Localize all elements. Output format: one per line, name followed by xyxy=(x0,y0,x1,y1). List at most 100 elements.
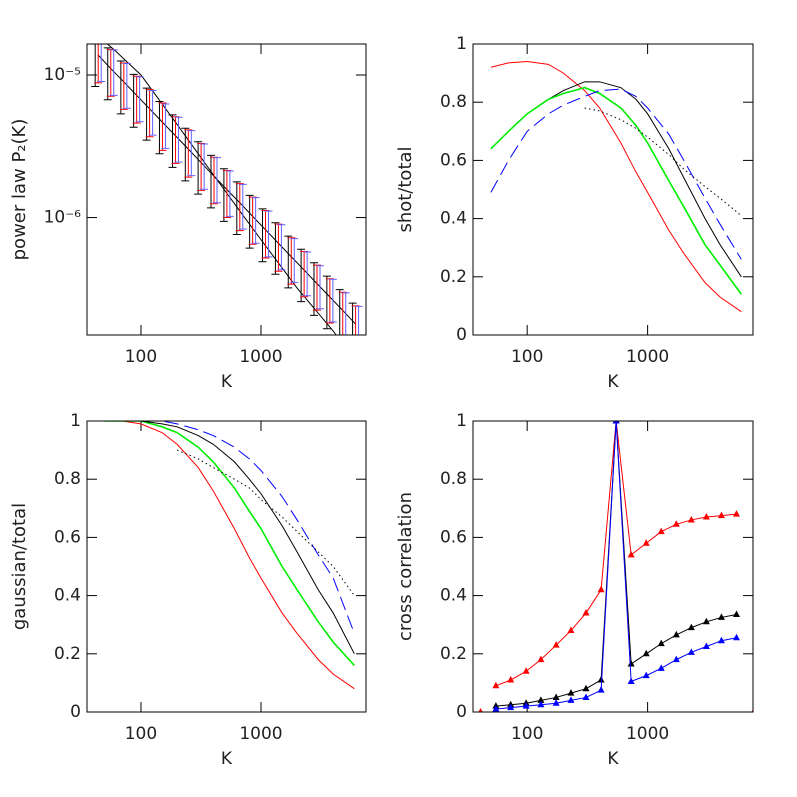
marker xyxy=(478,708,483,712)
marker xyxy=(642,671,650,679)
error-bar xyxy=(277,224,286,271)
data-line xyxy=(490,86,742,295)
marker xyxy=(567,626,575,634)
error-bar xyxy=(116,60,125,115)
error-bar xyxy=(142,87,151,141)
error-bar xyxy=(341,292,350,335)
error-bar xyxy=(290,238,299,283)
error-bar xyxy=(168,114,177,168)
y-tick-label: 1 xyxy=(70,411,81,431)
error-bar xyxy=(187,130,196,177)
marker xyxy=(552,693,560,700)
y-tick-label: 0.6 xyxy=(440,527,467,547)
data-line xyxy=(495,421,737,710)
marker xyxy=(702,642,710,650)
error-bar xyxy=(171,116,180,164)
marker xyxy=(507,675,515,683)
marker xyxy=(642,539,650,546)
error-bar xyxy=(194,141,203,195)
x-tick-label: 100 xyxy=(511,347,543,367)
data-line xyxy=(176,449,355,596)
error-bar xyxy=(271,222,280,275)
marker xyxy=(751,709,753,712)
error-bar xyxy=(264,210,273,258)
marker xyxy=(657,664,665,671)
error-bar xyxy=(109,49,118,96)
marker xyxy=(732,610,740,618)
y-tick-label: 0.2 xyxy=(440,644,467,664)
data-line xyxy=(490,88,742,260)
x-tick-label: 1000 xyxy=(626,724,669,744)
x-tick-label: 1000 xyxy=(626,347,669,367)
error-bar xyxy=(91,44,100,88)
error-bar xyxy=(335,289,344,335)
error-bar xyxy=(303,251,312,297)
error-bar xyxy=(261,210,270,259)
marker xyxy=(597,686,605,693)
y-axis-label: gaussian/total xyxy=(9,503,30,630)
error-bar xyxy=(161,103,170,149)
y-axis-label: shot/total xyxy=(395,146,416,232)
error-bar xyxy=(232,181,241,236)
x-tick-label: 1000 xyxy=(239,724,282,744)
marker xyxy=(537,700,545,708)
marker xyxy=(717,613,725,620)
marker xyxy=(552,699,560,706)
y-tick-label: 0.4 xyxy=(54,586,81,606)
x-tick-label: 100 xyxy=(511,724,543,744)
error-bar xyxy=(181,127,190,182)
error-bar xyxy=(300,250,309,298)
marker xyxy=(687,623,695,631)
marker xyxy=(597,675,605,683)
marker xyxy=(627,659,635,667)
marker xyxy=(702,617,710,625)
marker xyxy=(507,703,515,711)
y-tick-label: 0 xyxy=(456,702,467,722)
marker xyxy=(657,639,665,647)
marker xyxy=(552,641,560,648)
data-line xyxy=(495,421,737,687)
error-bar xyxy=(155,100,164,155)
error-bar xyxy=(297,248,306,303)
error-bar xyxy=(235,183,244,232)
error-bar xyxy=(322,275,331,330)
error-bar xyxy=(225,170,234,217)
x-tick-label: 100 xyxy=(125,347,157,367)
error-bar xyxy=(348,302,357,335)
marker xyxy=(702,513,710,520)
error-bar xyxy=(145,89,154,138)
error-bar xyxy=(328,278,337,323)
error-bar xyxy=(132,75,141,124)
y-tick-label: 0.8 xyxy=(440,469,467,489)
x-tick-label: 100 xyxy=(125,724,157,744)
y-tick-label: 10⁻⁶ xyxy=(44,208,82,228)
error-bar xyxy=(129,73,138,128)
marker xyxy=(537,655,545,663)
y-tick-label: 0 xyxy=(70,702,81,722)
marker xyxy=(582,693,590,700)
marker xyxy=(732,633,740,641)
error-bar xyxy=(222,169,231,219)
error-bar xyxy=(207,154,216,209)
data-line xyxy=(106,44,337,335)
marker xyxy=(687,648,695,655)
marker xyxy=(582,684,590,692)
error-bar xyxy=(135,76,144,123)
y-tick-label: 1 xyxy=(456,34,467,54)
error-bar xyxy=(258,208,267,263)
data-line xyxy=(490,81,742,278)
x-axis-label: K xyxy=(221,749,233,769)
y-tick-label: 1 xyxy=(456,411,467,431)
plot-area xyxy=(91,44,363,335)
x-axis-label: K xyxy=(221,372,233,392)
marker xyxy=(567,696,575,703)
marker xyxy=(612,421,620,424)
data-line xyxy=(490,60,742,313)
y-tick-label: 0 xyxy=(456,325,467,345)
y-tick-label: 0.8 xyxy=(440,92,467,112)
data-line xyxy=(104,421,355,634)
data-line xyxy=(584,107,742,217)
marker xyxy=(627,550,635,558)
